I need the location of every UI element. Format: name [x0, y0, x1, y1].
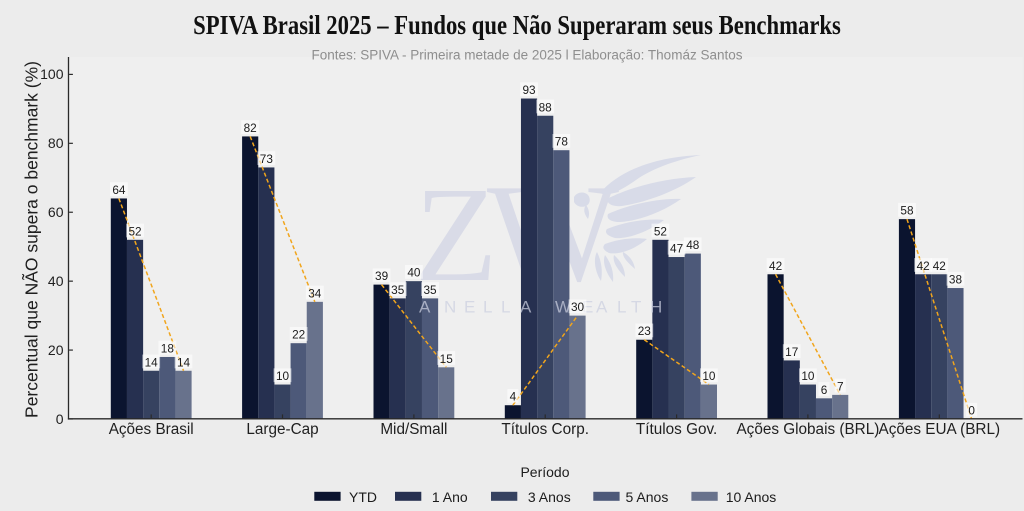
svg-text:3 Anos: 3 Anos	[528, 489, 571, 505]
svg-text:15: 15	[440, 352, 454, 366]
svg-text:SPIVA Brasil 2025 – Fundos que: SPIVA Brasil 2025 – Fundos que Não Super…	[193, 11, 841, 40]
svg-text:5 Anos: 5 Anos	[626, 489, 669, 505]
svg-text:A: A	[596, 298, 608, 317]
svg-text:52: 52	[128, 224, 141, 238]
svg-text:0: 0	[968, 404, 975, 418]
svg-text:42: 42	[917, 259, 930, 273]
svg-text:47: 47	[670, 242, 683, 256]
svg-text:22: 22	[292, 328, 305, 342]
svg-text:10 Anos: 10 Anos	[726, 489, 777, 505]
svg-text:Ações EUA (BRL): Ações EUA (BRL)	[879, 421, 1001, 438]
svg-text:Títulos Corp.: Títulos Corp.	[501, 421, 589, 438]
svg-text:A: A	[520, 298, 532, 317]
svg-text:Ações Brasil: Ações Brasil	[109, 421, 194, 438]
svg-text:42: 42	[933, 259, 946, 273]
svg-text:10: 10	[801, 369, 815, 383]
svg-text:40: 40	[407, 266, 421, 280]
svg-text:10: 10	[702, 369, 716, 383]
svg-text:18: 18	[161, 341, 175, 355]
svg-text:Ações Globais (BRL): Ações Globais (BRL)	[736, 421, 879, 438]
svg-text:W: W	[555, 298, 571, 317]
svg-text:100: 100	[40, 66, 64, 82]
svg-text:L: L	[501, 298, 510, 317]
svg-text:34: 34	[308, 286, 322, 300]
svg-text:T: T	[631, 298, 641, 317]
svg-text:Período: Período	[520, 464, 569, 480]
svg-text:Títulos Gov.: Títulos Gov.	[636, 421, 717, 438]
svg-text:0: 0	[56, 411, 64, 427]
svg-text:80: 80	[48, 135, 64, 151]
svg-text:35: 35	[391, 283, 405, 297]
svg-text:Fontes: SPIVA - Primeira metad: Fontes: SPIVA - Primeira metade de 2025 …	[312, 48, 743, 63]
svg-text:N: N	[444, 298, 456, 317]
svg-text:20: 20	[48, 342, 64, 358]
svg-text:4: 4	[510, 390, 517, 404]
svg-text:6: 6	[821, 383, 828, 397]
svg-text:14: 14	[177, 355, 191, 369]
svg-text:E: E	[464, 298, 475, 317]
svg-text:Mid/Small: Mid/Small	[380, 421, 447, 438]
svg-text:L: L	[483, 298, 492, 317]
svg-text:H: H	[650, 298, 662, 317]
svg-text:64: 64	[112, 183, 126, 197]
svg-text:A: A	[419, 298, 431, 317]
svg-text:82: 82	[244, 121, 257, 135]
svg-text:40: 40	[48, 273, 64, 289]
svg-text:17: 17	[785, 345, 798, 359]
svg-text:52: 52	[654, 224, 667, 238]
svg-text:14: 14	[145, 355, 159, 369]
svg-text:58: 58	[900, 204, 914, 218]
svg-text:YTD: YTD	[349, 489, 377, 505]
svg-text:60: 60	[48, 204, 64, 220]
svg-text:48: 48	[686, 238, 700, 252]
svg-text:88: 88	[539, 100, 553, 114]
svg-text:1 Ano: 1 Ano	[432, 489, 468, 505]
svg-text:93: 93	[522, 83, 536, 97]
svg-text:Large-Cap: Large-Cap	[246, 421, 318, 438]
svg-text:42: 42	[769, 259, 782, 273]
svg-text:23: 23	[638, 324, 652, 338]
svg-text:10: 10	[276, 369, 290, 383]
svg-text:39: 39	[375, 269, 388, 283]
svg-text:35: 35	[423, 283, 437, 297]
svg-text:Percentual que NÃO supera o be: Percentual que NÃO supera o benchmark (%…	[21, 61, 42, 418]
svg-text:73: 73	[260, 152, 274, 166]
svg-text:7: 7	[837, 379, 844, 393]
svg-text:30: 30	[571, 300, 585, 314]
svg-text:L: L	[617, 298, 626, 317]
svg-text:38: 38	[949, 273, 963, 287]
svg-text:78: 78	[555, 135, 569, 149]
svg-text:E: E	[582, 298, 593, 317]
